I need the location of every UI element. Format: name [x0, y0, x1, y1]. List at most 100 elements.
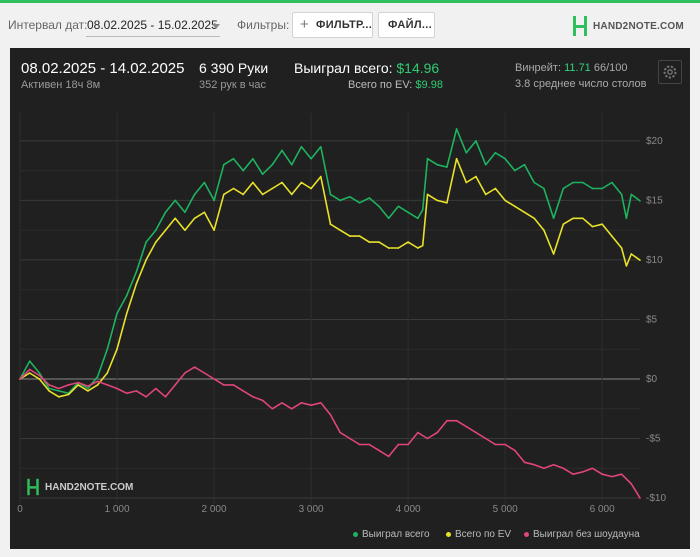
- file-button[interactable]: ФАЙЛ...: [378, 12, 435, 38]
- file-button-label: ФАЙЛ...: [388, 19, 432, 31]
- x-tick-label: 5 000: [493, 504, 518, 515]
- series-1-point: [494, 187, 497, 190]
- average-tables: 3.8 среднее число столов: [515, 78, 647, 90]
- series-2-point: [494, 443, 497, 446]
- series-2-point: [242, 390, 244, 392]
- date-interval-value: 08.02.2025 - 15.02.2025: [87, 18, 218, 32]
- series-1-point: [38, 378, 41, 380]
- series-2-point: [465, 425, 468, 428]
- series-0-point: [465, 151, 468, 154]
- series-2-point: [591, 467, 594, 470]
- series-1-point: [67, 393, 70, 396]
- series-1-point: [475, 175, 477, 178]
- series-1-point: [329, 223, 332, 226]
- series-1-point: [106, 372, 109, 374]
- hand2note-logo: HAND2NOTE.COM: [572, 15, 684, 37]
- series-1-point: [625, 265, 628, 267]
- series-1-point: [417, 247, 419, 249]
- series-0-point: [222, 163, 225, 166]
- series-0-point: [426, 157, 429, 160]
- series-0-point: [58, 390, 60, 392]
- y-tick-label: $15: [646, 195, 663, 206]
- series-0-point: [300, 146, 303, 148]
- gear-icon: [663, 65, 677, 79]
- series-2-point: [300, 401, 303, 404]
- series-1-point: [455, 157, 458, 160]
- series-1-point: [407, 241, 409, 243]
- date-interval-select[interactable]: 08.02.2025 - 15.02.2025: [86, 14, 220, 37]
- series-2-point: [135, 390, 138, 392]
- series-2-point: [543, 467, 545, 470]
- winrate-label: Винрейт:: [515, 62, 562, 74]
- series-2-point: [514, 449, 516, 452]
- series-2-point: [28, 368, 31, 371]
- series-0-point: [436, 163, 439, 166]
- legend-item-ev: Всего по EV: [446, 529, 511, 540]
- series-1-point: [145, 259, 147, 261]
- top-accent-strip: [0, 0, 700, 3]
- series-0-point: [87, 387, 89, 390]
- y-tick-label: -$10: [646, 493, 666, 504]
- series-0-point: [475, 140, 477, 142]
- series-2-point: [271, 407, 274, 410]
- series-1-point: [339, 229, 341, 231]
- series-2-point: [611, 475, 613, 478]
- series-0-point: [252, 157, 254, 160]
- series-0-point: [261, 173, 264, 175]
- filter-button[interactable]: + ФИЛЬТР...: [292, 12, 373, 38]
- x-tick-label: 2 000: [202, 504, 227, 515]
- series-2-point: [417, 431, 419, 434]
- series-0-point: [329, 193, 332, 196]
- series-1-point: [630, 253, 633, 255]
- x-tick-label: 1 000: [105, 504, 130, 515]
- series-2-point: [426, 437, 429, 440]
- series-0-point: [38, 372, 41, 374]
- profit-chart: $20 $15 $10 $5 $0 -$5 -$10 0 1 000 2 000 3 000 4 0…: [17, 113, 666, 515]
- graph-panel: 08.02.2025 - 14.02.2025 Активен 18ч 8м 6…: [10, 48, 690, 549]
- series-0-point: [184, 211, 186, 214]
- toolbar: Интервал дат: 08.02.2025 - 15.02.2025 Фи…: [0, 3, 700, 45]
- series-1-point: [349, 235, 351, 237]
- series-2-point: [639, 497, 641, 499]
- legend-dot-noshowdown: [524, 531, 529, 537]
- chart-series: [19, 128, 641, 499]
- series-0-point: [514, 169, 516, 172]
- series-1-point: [601, 223, 603, 226]
- winrate-suffix: 66/100: [593, 62, 628, 74]
- series-1-point: [96, 384, 99, 386]
- series-0-point: [125, 294, 128, 297]
- series-2-point: [261, 399, 264, 402]
- series-0-point: [358, 201, 361, 204]
- series-0-point: [232, 157, 235, 160]
- series-2-point: [193, 366, 196, 368]
- series-2-point: [310, 404, 312, 406]
- series-2-point: [19, 378, 21, 380]
- x-tick-label: 4 000: [396, 504, 421, 515]
- series-2-point: [601, 473, 603, 476]
- hand2note-logo-text: HAND2NOTE.COM: [593, 21, 684, 32]
- series-0-point: [620, 193, 623, 196]
- series-0-point: [455, 128, 458, 130]
- series-1-point: [164, 229, 167, 231]
- series-1-point: [523, 211, 526, 214]
- y-tick-label: $20: [646, 136, 663, 147]
- series-1-point: [48, 390, 50, 392]
- x-tick-label: 6 000: [590, 504, 615, 515]
- series-1-point: [397, 247, 400, 249]
- series-0-point: [446, 166, 448, 168]
- series-1-point: [213, 229, 215, 231]
- series-2-point: [164, 396, 167, 398]
- series-1-point: [426, 193, 429, 196]
- series-0-point: [591, 187, 594, 190]
- series-0-point: [630, 193, 633, 196]
- series-2-point: [368, 443, 371, 446]
- series-2-point: [329, 413, 332, 416]
- series-1-point: [193, 217, 196, 220]
- chevron-down-icon: [212, 24, 220, 29]
- series-1-point: [436, 199, 439, 202]
- settings-button[interactable]: [658, 60, 682, 84]
- series-2-point: [349, 437, 351, 440]
- series-0-point: [484, 163, 487, 166]
- series-2-point: [203, 372, 206, 374]
- series-2-point: [319, 401, 322, 404]
